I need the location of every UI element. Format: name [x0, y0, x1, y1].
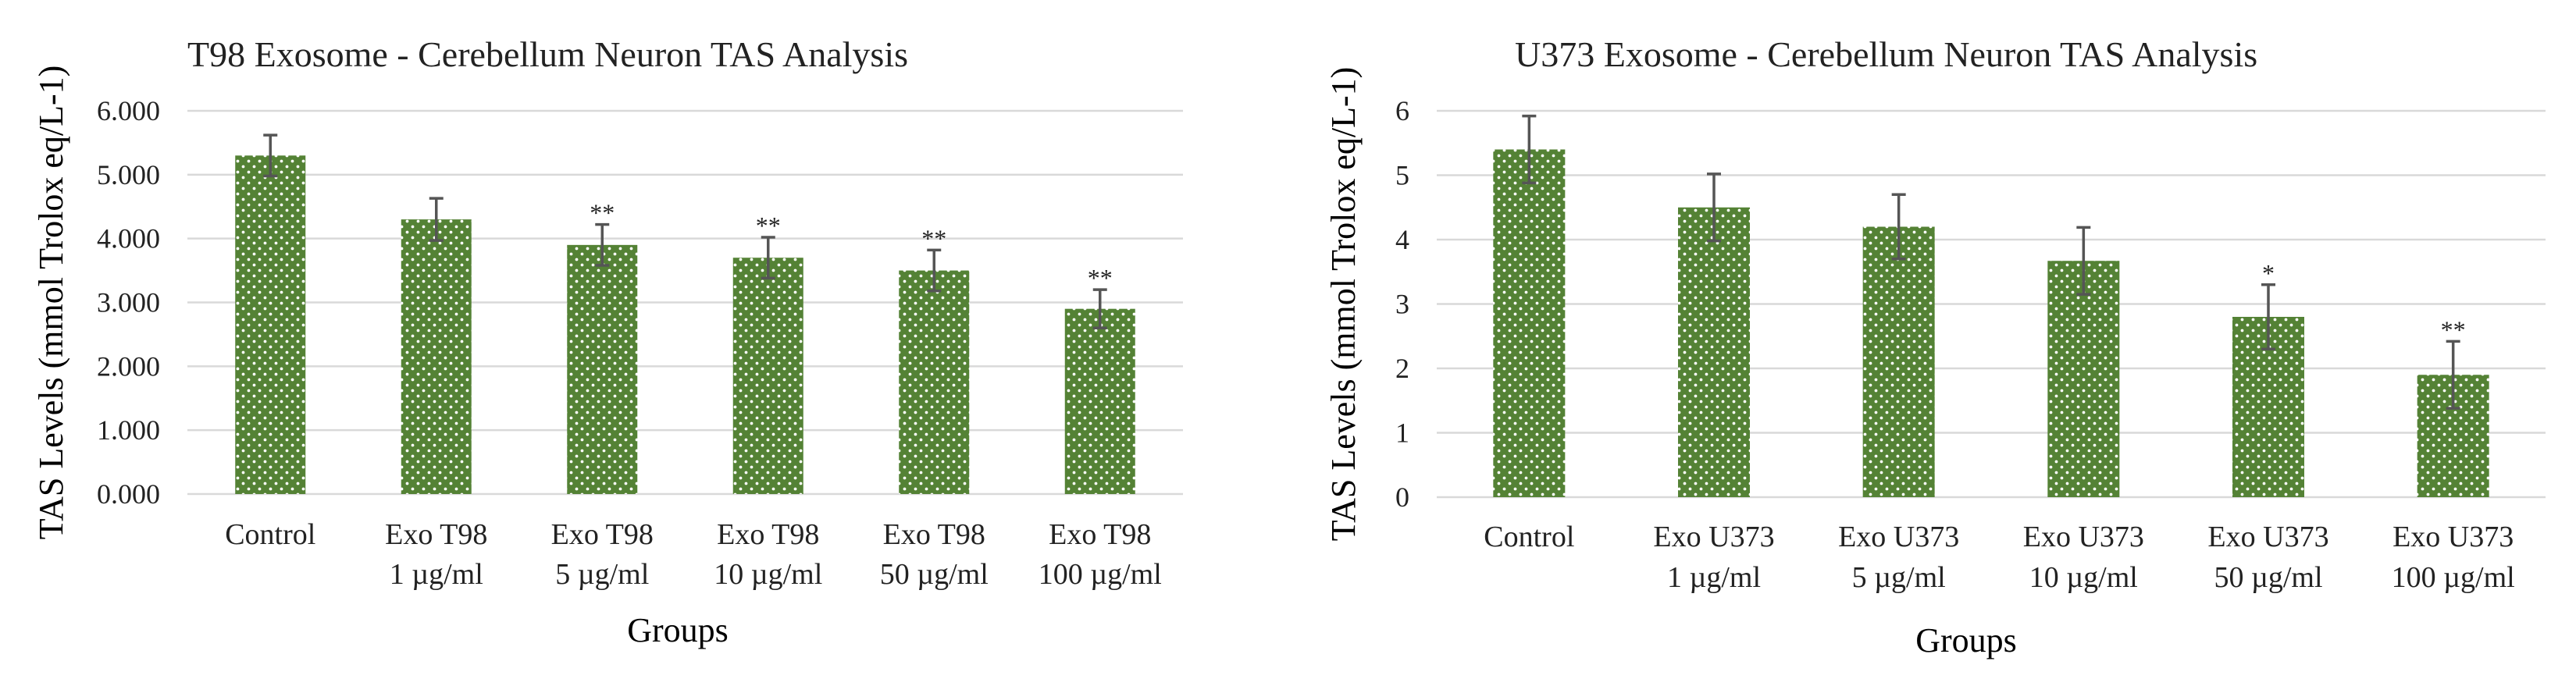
category-label: Control — [1484, 521, 1574, 553]
chart-u373: U373 Exosome - Cerebellum Neuron TAS Ana… — [1324, 34, 2546, 659]
category-label: Exo T98 — [883, 518, 985, 551]
bar — [732, 258, 803, 494]
bar — [567, 244, 638, 494]
x-axis-title: Groups — [627, 611, 729, 649]
bar — [235, 155, 306, 495]
y-tick-label: 0 — [1395, 482, 1409, 513]
x-axis-title: Groups — [1915, 621, 2017, 659]
category-label: Exo T98 — [385, 518, 487, 551]
y-tick-label: 5.000 — [97, 159, 160, 190]
significance-label: ** — [2441, 315, 2466, 343]
y-tick-label: 5 — [1395, 160, 1409, 191]
category-label: 100 µg/ml — [1039, 558, 1162, 591]
chart-t98: T98 Exosome - Cerebellum Neuron TAS Anal… — [32, 34, 1183, 649]
category-label: 5 µg/ml — [555, 558, 649, 591]
category-label: Exo U373 — [2207, 521, 2328, 553]
category-label: Exo T98 — [717, 518, 819, 551]
bar — [401, 219, 472, 494]
category-label: Exo U373 — [1838, 521, 1959, 553]
y-tick-label: 1.000 — [97, 414, 160, 446]
category-label: 100 µg/ml — [2392, 561, 2515, 594]
bar — [1493, 149, 1566, 497]
y-tick-label: 3 — [1395, 289, 1409, 320]
y-tick-label: 2 — [1395, 353, 1409, 384]
significance-label: ** — [921, 224, 946, 252]
y-tick-label: 6 — [1395, 95, 1409, 126]
bar — [1064, 308, 1135, 494]
significance-label: ** — [756, 212, 781, 240]
category-label: Exo U373 — [1653, 521, 1774, 553]
chart-title: U373 Exosome - Cerebellum Neuron TAS Ana… — [1515, 34, 2257, 74]
category-label: 1 µg/ml — [390, 558, 483, 591]
category-label: 50 µg/ml — [2214, 561, 2322, 594]
significance-label: ** — [1088, 264, 1113, 292]
y-tick-label: 6.000 — [97, 95, 160, 126]
category-label: 5 µg/ml — [1852, 561, 1946, 594]
y-tick-label: 1 — [1395, 418, 1409, 449]
y-axis-title: TAS Levels (mmol Trolox eq/L-1) — [1324, 67, 1363, 542]
category-label: Exo U373 — [2393, 521, 2514, 553]
category-label: Control — [225, 518, 315, 551]
category-label: 10 µg/ml — [2029, 561, 2138, 594]
category-label: Exo T98 — [551, 518, 654, 551]
bar — [1678, 207, 1750, 497]
y-axis-title: TAS Levels (mmol Trolox eq/L-1) — [32, 66, 70, 540]
y-tick-label: 4 — [1395, 224, 1409, 255]
category-label: 10 µg/ml — [714, 558, 822, 591]
significance-label: * — [2262, 259, 2275, 287]
significance-label: ** — [590, 199, 615, 227]
y-tick-label: 2.000 — [97, 350, 160, 382]
category-label: Exo T98 — [1049, 518, 1151, 551]
y-tick-label: 0.000 — [97, 478, 160, 510]
category-label: Exo U373 — [2023, 521, 2144, 553]
y-tick-label: 4.000 — [97, 223, 160, 254]
category-label: 1 µg/ml — [1667, 561, 1761, 594]
bar — [2047, 261, 2120, 497]
chart-title: T98 Exosome - Cerebellum Neuron TAS Anal… — [187, 34, 908, 74]
y-tick-label: 3.000 — [97, 287, 160, 318]
bar — [899, 270, 970, 494]
bar — [1862, 226, 1935, 497]
category-label: 50 µg/ml — [880, 558, 989, 591]
